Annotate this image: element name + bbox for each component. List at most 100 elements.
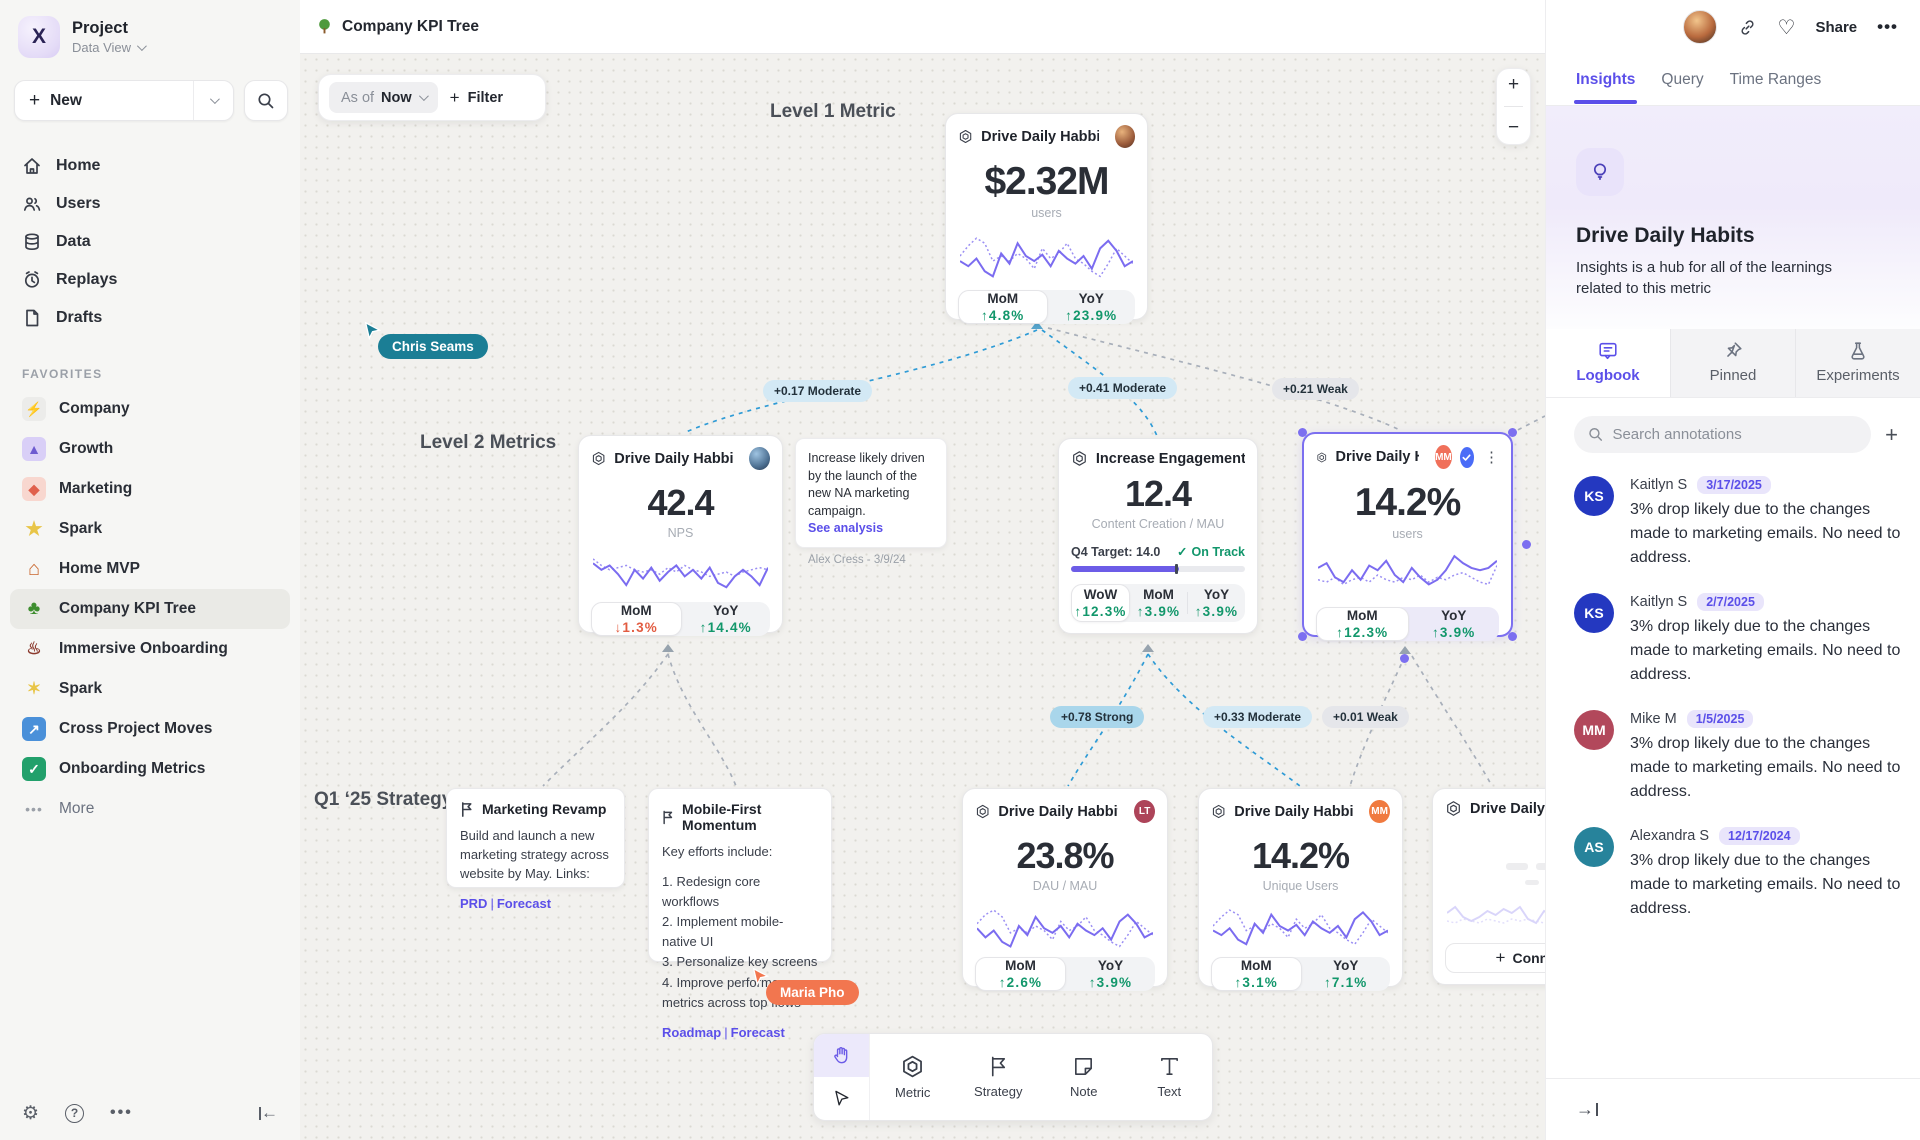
selection-handle[interactable] <box>1508 428 1517 437</box>
annotation-date-badge[interactable]: 12/17/2024 <box>1719 827 1800 845</box>
text-tool-button[interactable]: Text <box>1127 1034 1213 1120</box>
zoom-in-button[interactable]: + <box>1507 74 1520 95</box>
favorite-heart-icon[interactable]: ♡ <box>1777 16 1796 39</box>
sidebar-item-company[interactable]: ⚡ Company <box>10 389 290 429</box>
metric-card-drive-daily-habbits-dau[interactable]: Drive Daily Habbits LT 23.8% DAU / MAU M… <box>962 788 1168 991</box>
annotation-entry[interactable]: KS Kaitlyn S 2/7/2025 3% drop likely due… <box>1546 576 1920 693</box>
owner-avatar[interactable]: MM <box>1369 800 1390 823</box>
more-dots-icon[interactable]: ••• <box>110 1104 133 1121</box>
annotation-entry[interactable]: AS Alexandra S 12/17/2024 3% drop likely… <box>1546 810 1920 927</box>
subtab-experiments[interactable]: Experiments <box>1795 329 1920 397</box>
stat-yoy[interactable]: YoY ↑7.1% <box>1323 958 1368 990</box>
sidebar-item-more[interactable]: ••• More <box>10 789 290 829</box>
forecast-link[interactable]: Forecast <box>496 895 552 911</box>
kpi-tree-canvas[interactable]: As of Now + Filter + − Level 1 Metric Leve… <box>300 54 1545 1140</box>
sidebar-item-users[interactable]: Users <box>10 185 290 223</box>
metric-tool-button[interactable]: Metric <box>870 1034 956 1120</box>
selection-handle[interactable] <box>1298 632 1307 641</box>
metric-card-drive-daily-habbits-selected[interactable]: Drive Daily Habb.. MM ⋮ 14.2% users MoM↑… <box>1302 432 1513 641</box>
stat-yoy[interactable]: YoY ↑3.9% <box>1194 587 1239 619</box>
metric-card-partial[interactable]: Drive Daily Hab +Connect <box>1432 788 1545 985</box>
connect-button[interactable]: +Connect <box>1445 943 1545 973</box>
selection-handle[interactable] <box>1508 632 1517 641</box>
owner-avatar[interactable]: MM <box>1435 445 1452 469</box>
owner-avatar[interactable]: LT <box>1134 800 1155 823</box>
collapse-panel-icon[interactable]: → <box>1576 1099 1598 1120</box>
annotation-date-badge[interactable]: 1/5/2025 <box>1686 710 1754 728</box>
card-menu-icon[interactable]: ⋮ <box>1484 449 1499 466</box>
stat-yoy[interactable]: YoY ↑14.4% <box>699 603 752 635</box>
owner-avatar[interactable] <box>1114 125 1135 148</box>
see-analysis-link[interactable]: See analysis <box>808 521 884 535</box>
sidebar-item-company-kpi-tree[interactable]: ♣ Company KPI Tree <box>10 589 290 629</box>
metric-card-increase-engagement[interactable]: Increase Engagement 12.4 Content Creatio… <box>1058 438 1258 634</box>
subtab-pinned[interactable]: Pinned <box>1670 329 1795 397</box>
stat-yoy[interactable]: YoY ↑3.9% <box>1431 608 1476 640</box>
sidebar-item-spark-2[interactable]: ✶ Spark <box>10 669 290 709</box>
stat-mom[interactable]: MoM ↑3.9% <box>1136 587 1181 619</box>
subtab-logbook[interactable]: Logbook <box>1546 329 1670 397</box>
workspace-logo[interactable]: X <box>18 16 60 58</box>
settings-gear-icon[interactable]: ⚙ <box>22 1102 40 1124</box>
sidebar-item-immersive-onboarding[interactable]: ♨ Immersive Onboarding <box>10 629 290 669</box>
annotation-search[interactable] <box>1574 416 1872 453</box>
sidebar-item-drafts[interactable]: Drafts <box>10 299 290 337</box>
tab-query[interactable]: Query <box>1661 70 1704 88</box>
forecast-link[interactable]: Forecast <box>730 1024 785 1040</box>
sidebar-item-data[interactable]: Data <box>10 223 290 261</box>
filter-button[interactable]: + Filter <box>449 87 504 107</box>
stat-wow[interactable]: WoW ↑12.3% <box>1071 584 1130 622</box>
edge-label[interactable]: +0.01 Weak <box>1322 706 1409 728</box>
edge-label[interactable]: +0.78 Strong <box>1050 706 1145 728</box>
annotation-date-badge[interactable]: 2/7/2025 <box>1697 593 1764 611</box>
copy-link-icon[interactable] <box>1737 17 1758 38</box>
project-switcher[interactable]: Data View <box>72 40 147 55</box>
sidebar-item-marketing[interactable]: ◆ Marketing <box>10 469 290 509</box>
stat-mom[interactable]: MoM ↑3.1% <box>1211 957 1302 991</box>
user-avatar[interactable] <box>1682 10 1717 44</box>
stat-yoy[interactable]: YoY ↑3.9% <box>1088 958 1133 990</box>
stat-mom[interactable]: MoM ↓1.3% <box>591 602 682 636</box>
search-button[interactable] <box>244 80 288 121</box>
strategy-note-marketing-revamp[interactable]: Marketing Revamp Build and launch a new … <box>446 788 625 911</box>
new-dropdown[interactable] <box>193 81 233 120</box>
strategy-note-mobile-first-momentum[interactable]: Mobile-First Momentum Key efforts includ… <box>648 788 832 1040</box>
edge-label[interactable]: +0.21 Weak <box>1272 378 1359 400</box>
collapse-sidebar-icon[interactable]: ← <box>259 1103 278 1122</box>
selection-handle[interactable] <box>1522 540 1531 549</box>
roadmap-link[interactable]: Roadmap <box>662 1024 722 1040</box>
sidebar-item-home-mvp[interactable]: ⌂ Home MVP <box>10 549 290 589</box>
sidebar-item-replays[interactable]: Replays <box>10 261 290 299</box>
search-input[interactable] <box>1612 426 1858 443</box>
annotation-entry[interactable]: MM Mike M 1/5/2025 3% drop likely due to… <box>1546 693 1920 810</box>
new-button[interactable]: + New <box>14 80 234 121</box>
as-of-dropdown[interactable]: As of Now <box>329 82 438 113</box>
tab-insights[interactable]: Insights <box>1573 57 1638 104</box>
zoom-out-button[interactable]: − <box>1507 117 1520 138</box>
sidebar-item-onboarding-metrics[interactable]: ✓ Onboarding Metrics <box>10 749 290 789</box>
selection-handle[interactable] <box>1298 428 1307 437</box>
sidebar-item-spark[interactable]: ★ Spark <box>10 509 290 549</box>
selection-handle[interactable] <box>1400 654 1409 663</box>
hand-tool-button[interactable] <box>814 1034 869 1077</box>
sidebar-item-home[interactable]: Home <box>10 147 290 185</box>
sidebar-item-growth[interactable]: ▲ Growth <box>10 429 290 469</box>
select-tool-button[interactable] <box>814 1077 869 1120</box>
add-annotation-button[interactable]: + <box>1885 421 1898 447</box>
metric-card-drive-daily-habbits-unique[interactable]: Drive Daily Habbits MM 14.2% Unique User… <box>1198 788 1403 991</box>
annotation-entry[interactable]: KS Kaitlyn S 3/17/2025 3% drop likely du… <box>1546 459 1920 576</box>
edge-label[interactable]: +0.33 Moderate <box>1203 706 1313 728</box>
owner-avatar[interactable] <box>749 447 770 470</box>
prd-link[interactable]: PRD <box>460 895 488 911</box>
canvas-annotation-note[interactable]: Increase likely driven by the launch of … <box>795 438 947 566</box>
help-icon[interactable]: ? <box>65 1103 85 1123</box>
edge-label[interactable]: +0.41 Moderate <box>1068 377 1178 399</box>
stat-yoy[interactable]: YoY ↑23.9% <box>1065 291 1118 323</box>
stat-mom[interactable]: MoM ↑12.3% <box>1316 607 1409 641</box>
stat-mom[interactable]: MoM ↑4.8% <box>958 290 1048 324</box>
note-tool-button[interactable]: Note <box>1041 1034 1127 1120</box>
edge-label[interactable]: +0.17 Moderate <box>763 380 873 402</box>
tab-time-ranges[interactable]: Time Ranges <box>1729 70 1822 88</box>
annotation-date-badge[interactable]: 3/17/2025 <box>1697 476 1771 494</box>
strategy-tool-button[interactable]: Strategy <box>956 1034 1042 1120</box>
